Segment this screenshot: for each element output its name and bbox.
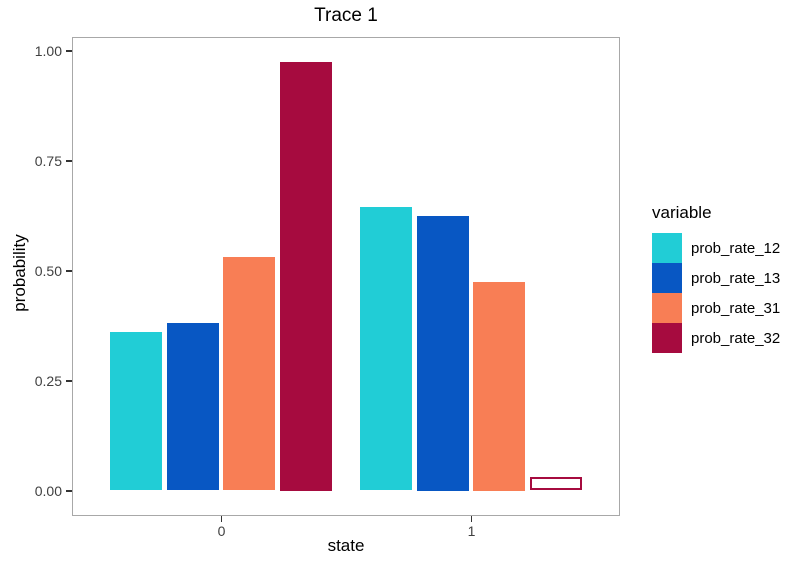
legend-swatch: [652, 323, 682, 353]
legend-label: prob_rate_31: [691, 299, 781, 317]
y-tick-label: 0.75: [34, 153, 62, 169]
legend-label: prob_rate_13: [691, 269, 781, 287]
legend-label: prob_rate_32: [691, 329, 781, 347]
y-tick-label: 0.25: [34, 373, 62, 389]
y-tick-mark: [66, 490, 72, 492]
bar-prob_rate_13-state-1: [416, 215, 469, 491]
y-tick-label: 0.50: [34, 263, 62, 279]
y-tick-label: 1.00: [34, 43, 62, 59]
legend-item: prob_rate_31: [652, 293, 780, 323]
x-tick-mark: [220, 516, 223, 522]
legend-item: prob_rate_13: [652, 263, 780, 293]
bar-prob_rate_32-state-1: [529, 477, 582, 491]
legend: variable prob_rate_12 prob_rate_13 prob_ra…: [652, 203, 780, 353]
x-tick-label: 0: [217, 523, 226, 539]
x-tick-mark: [470, 516, 473, 522]
legend-item: prob_rate_12: [652, 233, 780, 263]
legend-label: prob_rate_12: [691, 239, 781, 257]
y-tick-mark: [66, 50, 72, 52]
x-tick-label: 1: [467, 523, 476, 539]
x-axis-title: state: [327, 536, 365, 555]
y-tick-mark: [66, 380, 72, 382]
chart-title: Trace 1: [314, 5, 378, 26]
bar-prob_rate_12-state-0: [110, 332, 163, 491]
legend-swatch: [652, 293, 682, 323]
bar-prob_rate_13-state-0: [166, 323, 219, 491]
legend-swatch: [652, 263, 682, 293]
y-tick-mark: [66, 270, 72, 272]
legend-swatch: [652, 233, 682, 263]
bar-prob_rate_12-state-1: [360, 206, 413, 491]
y-tick-label: 0.00: [34, 483, 62, 499]
bar-prob_rate_31-state-1: [473, 281, 526, 491]
y-tick-mark: [66, 160, 72, 162]
legend-title: variable: [652, 203, 712, 222]
legend-item: prob_rate_32: [652, 323, 780, 353]
bar-prob_rate_32-state-0: [279, 61, 332, 491]
plot-panel: [72, 37, 620, 516]
bar-prob_rate_31-state-0: [223, 257, 276, 491]
